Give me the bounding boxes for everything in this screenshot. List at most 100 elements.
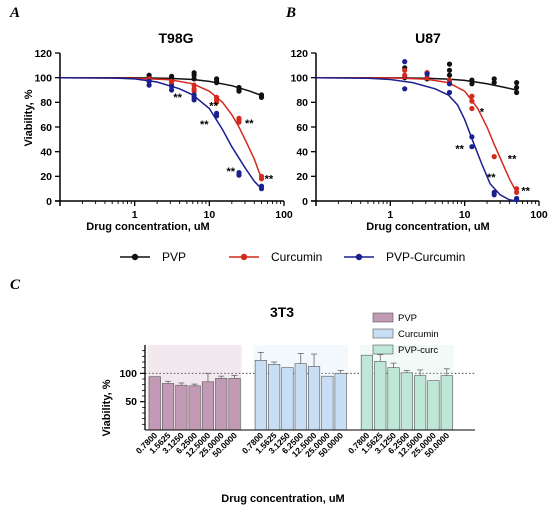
u87-x-tick-label: 100: [530, 209, 548, 221]
panel-label-b: B: [285, 5, 296, 21]
u87-point-pvp-curcumin: [469, 134, 475, 140]
t98g-y-tick-label: 20: [40, 171, 52, 183]
legend-main: PVP Curcumin PVP-Curcumin: [120, 250, 465, 264]
u87-significance-label: **: [487, 172, 496, 184]
3t3-bar-pvp: [175, 384, 188, 431]
legend-3t3-label-pvp-curc: PVP-curc: [398, 345, 438, 356]
u87-point-curcumin: [514, 189, 520, 195]
3t3-bar-pvp-curc: [387, 367, 400, 431]
u87-y-tick-label: 40: [296, 146, 308, 158]
u87-point-pvp-curcumin: [446, 89, 453, 96]
u87-x-tick-label: 10: [459, 209, 471, 221]
panel-label-c: C: [10, 277, 21, 293]
t98g-point-pvp-curcumin: [146, 78, 152, 84]
u87-significance-label: **: [521, 186, 530, 198]
legend-label-pvp-curcumin: PVP-Curcumin: [386, 250, 465, 264]
u87-y-tick-label: 0: [302, 196, 308, 208]
t98g-point-pvp: [258, 94, 265, 100]
x-axis-label-a: Drug concentration, uM: [86, 221, 209, 233]
legend-swatch-curcumin: [372, 328, 394, 339]
chart-title-3t3: 3T3: [270, 304, 294, 320]
t98g-point-pvp-curcumin: [146, 82, 152, 88]
3t3-bar-pvp: [162, 383, 175, 431]
3t3-bar-pvp: [215, 378, 228, 431]
legend-label-curcumin: Curcumin: [271, 250, 322, 264]
u87-point-pvp-curcumin: [402, 59, 408, 65]
u87-y-tick-label: 100: [290, 72, 308, 84]
u87-y-tick-label: 80: [296, 97, 308, 109]
legend-marker-pvp-curcumin: [355, 253, 363, 261]
t98g-significance-label: **: [227, 166, 236, 178]
u87-point-curcumin: [469, 98, 475, 104]
3t3-bar-pvp: [201, 381, 214, 431]
t98g-significance-label: **: [200, 119, 209, 131]
3t3-bar-pvp-curc: [374, 361, 387, 431]
legend-label-pvp: PVP: [162, 250, 186, 264]
t98g-point-pvp: [191, 76, 197, 82]
legend-3t3-label-curcumin: Curcumin: [398, 329, 439, 340]
t98g-point-pvp: [191, 72, 197, 78]
t98g-significance-label: **: [245, 118, 254, 130]
plot-3t3: 0.78001.56253.12506.250012.500025.000050…: [119, 345, 475, 459]
t98g-curve-pvp-curcumin: [59, 76, 263, 190]
u87-point-pvp: [514, 80, 520, 86]
3t3-bar-pvp-curc: [414, 375, 427, 431]
u87-point-pvp: [514, 84, 520, 91]
t98g-curve-curcumin: [59, 76, 263, 180]
t98g-point-curcumin: [191, 82, 197, 88]
u87-point-curcumin: [469, 105, 475, 112]
t98g-point-pvp: [146, 72, 152, 78]
legend-swatch-pvp: [372, 312, 394, 323]
u87-point-pvp-curcumin: [514, 197, 520, 203]
t98g-point-curcumin: [258, 176, 265, 182]
u87-significance-label: **: [455, 144, 464, 156]
u87-point-pvp: [514, 89, 520, 96]
u87-y-tick-label: 20: [296, 171, 308, 183]
t98g-x-tick-label: 10: [203, 209, 215, 221]
3t3-bar-curcumin: [294, 363, 307, 431]
u87-point-curcumin: [514, 186, 520, 192]
u87-point-pvp: [446, 67, 453, 73]
3t3-bar-curcumin: [321, 375, 334, 431]
t98g-y-tick-label: 60: [40, 122, 52, 134]
t98g-point-pvp-curcumin: [169, 83, 175, 89]
u87-significance-label: **: [508, 154, 517, 166]
t98g-point-curcumin: [214, 99, 220, 105]
u87-y-tick-label: 120: [290, 48, 308, 60]
t98g-point-curcumin: [191, 88, 197, 94]
t98g-significance-label: **: [265, 173, 274, 185]
u87-point-pvp: [469, 81, 475, 87]
u87-point-curcumin: [491, 154, 497, 160]
u87-point-pvp: [469, 77, 475, 83]
x-axis-label-b: Drug concentration, uM: [366, 221, 489, 233]
3t3-y-tick-label: 100: [119, 368, 137, 380]
legend-item-pvp-curcumin: PVP-Curcumin: [344, 250, 465, 264]
3t3-bar-curcumin: [307, 366, 321, 431]
u87-point-curcumin: [469, 93, 475, 99]
3t3-bar-pvp: [188, 385, 201, 431]
legend-marker-pvp: [131, 253, 139, 261]
u87-point-pvp-curcumin: [491, 192, 497, 198]
t98g-x-tick-label: 100: [275, 209, 293, 221]
t98g-curve-pvp: [59, 76, 262, 97]
y-axis-label-a: Viability, %: [23, 89, 35, 146]
t98g-point-curcumin: [236, 119, 242, 125]
u87-x-tick-label: 1: [387, 209, 393, 221]
u87-point-curcumin: [402, 72, 408, 78]
legend-item-pvp: PVP: [120, 250, 186, 264]
u87-point-curcumin: [402, 67, 408, 73]
y-axis-label-c: Viability, %: [101, 379, 113, 436]
u87-point-pvp-curcumin: [469, 144, 475, 150]
legend-swatch-pvp-curc: [372, 344, 394, 355]
x-axis-label-c: Drug concentration, uM: [221, 493, 344, 505]
u87-significance-label: *: [480, 107, 485, 119]
t98g-y-tick-label: 0: [46, 196, 52, 208]
3t3-bar-pvp: [228, 378, 241, 431]
t98g-significance-label: **: [209, 101, 218, 113]
3t3-bar-curcumin: [268, 363, 281, 431]
3t3-bar-pvp-curc: [427, 380, 440, 431]
t98g-point-pvp: [236, 88, 242, 94]
